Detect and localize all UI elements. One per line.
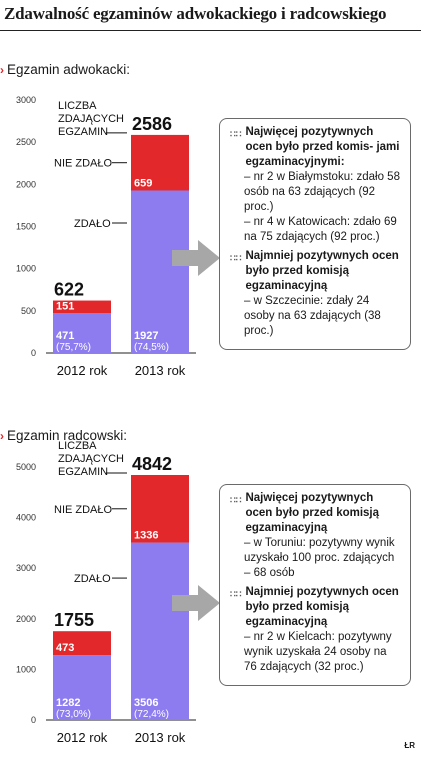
y-tick-label: 5000 xyxy=(16,462,36,472)
passed-pct-label: (73,0%) xyxy=(56,709,91,720)
failed-value-label: 1336 xyxy=(134,530,158,542)
annotation-total-label: EGZAMIN xyxy=(58,126,108,138)
big-arrow-icon xyxy=(172,585,220,621)
section-arrow-icon: › xyxy=(0,63,4,77)
page-title: Zdawalność egzaminów adwokackiego i radc… xyxy=(4,4,387,23)
failed-value-label: 151 xyxy=(56,300,74,312)
section-label-adwokacki: › Egzamin adwokacki: xyxy=(0,62,130,77)
annotation-failed-label: NIE ZDAŁO xyxy=(54,158,113,170)
y-tick-label: 1000 xyxy=(16,264,36,274)
failed-value-label: 659 xyxy=(134,177,152,189)
total-value-label: 1755 xyxy=(54,610,94,630)
info-box-radcowski: ∷∷ Najwięcej pozytywnych ocen było przed … xyxy=(219,484,411,686)
total-value-label: 2586 xyxy=(132,114,172,134)
annotation-failed-label: NIE ZDAŁO xyxy=(54,504,113,516)
grid-bullet-icon: ∷∷ xyxy=(230,495,242,505)
section-label-text: Egzamin radcowski: xyxy=(7,428,128,443)
passed-value-label: 3506 xyxy=(134,697,158,709)
annotation-total-label: ZDAJĄCYCH xyxy=(58,113,124,125)
worst-item: – w Szczecinie: zdały 24 osoby na 63 zda… xyxy=(244,295,381,337)
y-tick-label: 2000 xyxy=(16,179,36,189)
section-label-radcowski: › Egzamin radcowski: xyxy=(0,428,127,443)
bar-passed xyxy=(131,542,189,720)
total-value-label: 4842 xyxy=(132,454,172,474)
bar-failed xyxy=(131,134,189,191)
bar-failed xyxy=(53,631,111,656)
bar-passed xyxy=(53,313,111,353)
worst-item: – nr 2 w Kielcach: pozytywny wynik uzysk… xyxy=(244,631,392,673)
category-label: 2013 rok xyxy=(135,730,186,745)
chart-radcowski: 0 1000 2000 3000 4000 5000 473 1282(73,0%) 1755 2… xyxy=(16,440,196,745)
passed-value-label: 1282 xyxy=(56,697,80,709)
annotation-total-label: ZDAJĄCYCH xyxy=(58,453,124,465)
best-item: – nr 2 w Białymstoku: zdało 58 osób na 6… xyxy=(244,171,400,213)
y-tick-label: 1500 xyxy=(16,222,36,232)
y-tick-label: 4000 xyxy=(16,513,36,523)
category-label: 2013 rok xyxy=(135,363,186,378)
y-tick-label: 1000 xyxy=(16,664,36,674)
y-tick-label: 0 xyxy=(31,348,36,358)
annotation-passed-label: ZDAŁO xyxy=(74,573,111,585)
worst-heading: Najmniej pozytywnych ocen było przed kom… xyxy=(245,250,399,292)
annotation-passed-label: ZDAŁO xyxy=(74,218,111,230)
grid-bullet-icon: ∷∷ xyxy=(230,129,242,139)
passed-value-label: 1927 xyxy=(134,330,158,342)
passed-pct-label: (74,5%) xyxy=(134,342,169,353)
section-label-text: Egzamin adwokacki: xyxy=(7,62,131,77)
bar-passed xyxy=(131,190,189,353)
credit: ŁR xyxy=(404,741,415,750)
bar-failed xyxy=(53,300,111,314)
failed-value-label: 473 xyxy=(56,642,74,654)
title-rule xyxy=(0,30,421,31)
total-value-label: 622 xyxy=(54,280,84,300)
passed-pct-label: (75,7%) xyxy=(56,342,91,353)
passed-value-label: 471 xyxy=(56,330,74,342)
best-heading: Najwięcej pozytywnych ocen było przed ko… xyxy=(245,126,400,168)
bar-failed xyxy=(131,474,189,543)
big-arrow-icon xyxy=(172,240,220,276)
y-tick-label: 2000 xyxy=(16,614,36,624)
y-tick-label: 0 xyxy=(31,715,36,725)
chart-adwokacki: 0 500 1000 1500 2000 2500 3000 151 471(75,7%) 622… xyxy=(16,95,196,378)
annotation-total-label: LICZBA xyxy=(58,440,97,452)
category-label: 2012 rok xyxy=(57,730,108,745)
best-item: – w Toruniu: pozytywny wynik uzyskało 10… xyxy=(244,537,395,579)
grid-bullet-icon: ∷∷ xyxy=(230,589,242,599)
y-tick-label: 500 xyxy=(21,306,36,316)
bar-passed xyxy=(53,655,111,720)
grid-bullet-icon: ∷∷ xyxy=(230,253,242,263)
y-tick-label: 2500 xyxy=(16,137,36,147)
info-box-adwokacki: ∷∷ Najwięcej pozytywnych ocen było przed … xyxy=(219,118,411,350)
best-item: – nr 4 w Katowicach: zdało 69 na 75 zdaj… xyxy=(244,216,397,243)
section-arrow-icon: › xyxy=(0,429,4,443)
category-label: 2012 rok xyxy=(57,363,108,378)
y-tick-label: 3000 xyxy=(16,95,36,105)
y-tick-label: 3000 xyxy=(16,563,36,573)
best-heading: Najwięcej pozytywnych ocen było przed ko… xyxy=(245,492,380,534)
annotation-total-label: LICZBA xyxy=(58,100,97,112)
worst-heading: Najmniej pozytywnych ocen było przed kom… xyxy=(245,586,399,628)
annotation-total-label: EGZAMIN xyxy=(58,466,108,478)
passed-pct-label: (72,4%) xyxy=(134,709,169,720)
